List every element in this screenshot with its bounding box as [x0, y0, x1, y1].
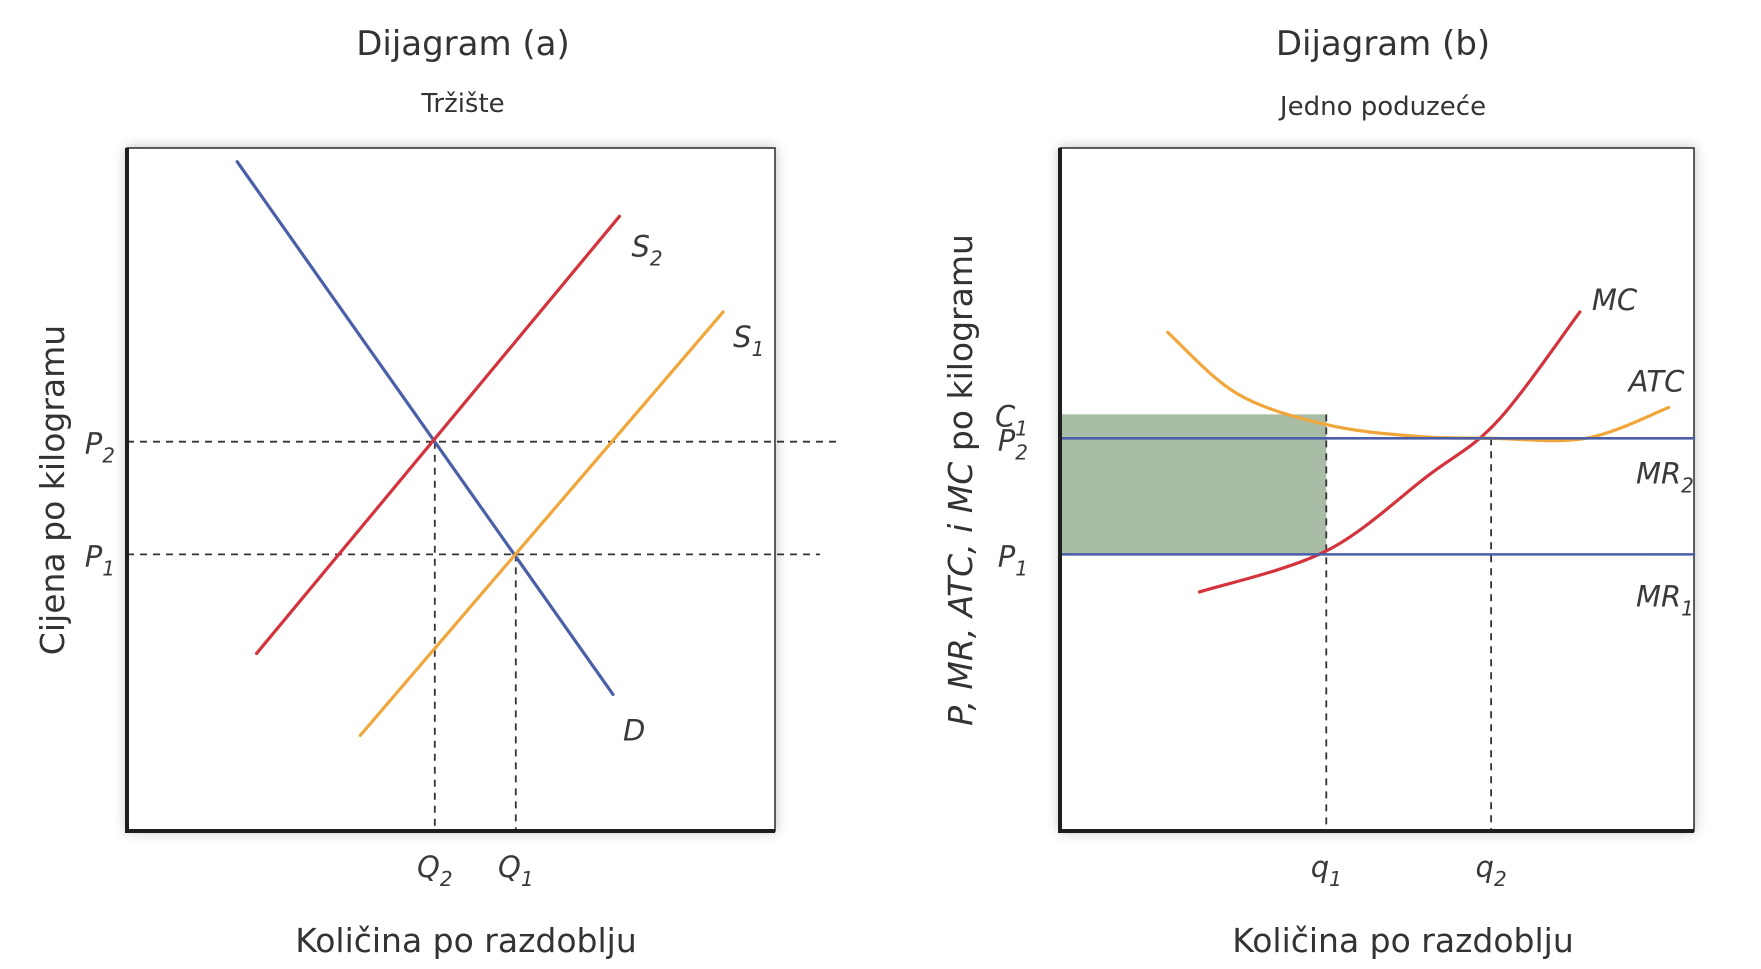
panel-a-title: Dijagram (a) [356, 24, 570, 64]
panel-b-subtitle: Jedno poduzeće [1278, 92, 1486, 122]
panel-a-series-d-label: D [623, 713, 645, 747]
panel-b-price-label-1: C1 [995, 399, 1028, 440]
panel-b-y-axis-label: P, MR, ATC, i MC po kilogramu [941, 234, 980, 726]
panel-b-series-mc-label: MC [1592, 283, 1638, 317]
panel-b-price-label-2: P2 [998, 423, 1028, 464]
panel-a-quantity-label-2: Q1 [498, 850, 534, 891]
panel-a-x-axis-label: Količina po razdoblju [295, 921, 637, 960]
panel-a-price-label-2: P1 [85, 539, 115, 580]
panel-b-price-label-3: P1 [998, 539, 1028, 580]
panel-a-series-s2-label: S2 [631, 229, 662, 270]
panel-b-shaded-region [1060, 414, 1327, 555]
panel-a-subtitle: Tržište [420, 89, 504, 119]
panel-b-series-atc-label: ATC [1627, 365, 1685, 399]
panel-b-series-mc-line [1197, 310, 1582, 594]
panel-a-series-d-line [235, 160, 615, 696]
panel-b-quantity-label-1: q1 [1311, 850, 1342, 891]
panel-a-series-s1-line [358, 310, 725, 737]
panel-a-series-s1-label: S1 [733, 320, 764, 361]
panel-a-axes [125, 148, 775, 833]
panel-b-series-mr2-label: MR2 [1636, 456, 1694, 497]
panel-a-y-axis-label: Cijena po kilogramu [33, 325, 72, 655]
panel-b-y-axis-label-variables: P, MR, ATC, i MC [941, 462, 980, 726]
panel-b-title: Dijagram (b) [1276, 24, 1490, 64]
panel-b-series-mr1-label: MR1 [1636, 579, 1694, 620]
panel-b-axes [1058, 148, 1694, 833]
panel-a-plot: P2 P1 Q2 Q1 D S2 S1 [85, 148, 836, 891]
panel-a-price-label-1: P2 [85, 427, 115, 468]
panel-b-y-axis-label-unit: po kilogramu [941, 234, 980, 462]
panel-b-quantity-label-2: q2 [1476, 850, 1507, 891]
panel-a: Dijagram (a) Tržište P2 P1 Q2 Q1 D S2 S1 Cijen… [33, 24, 836, 960]
panel-b-x-axis-label: Količina po razdoblju [1232, 921, 1574, 960]
panel-a-plot-area [126, 147, 776, 832]
panel-a-series-s2-line [255, 214, 622, 656]
panel-a-quantity-label-1: Q2 [417, 850, 453, 891]
